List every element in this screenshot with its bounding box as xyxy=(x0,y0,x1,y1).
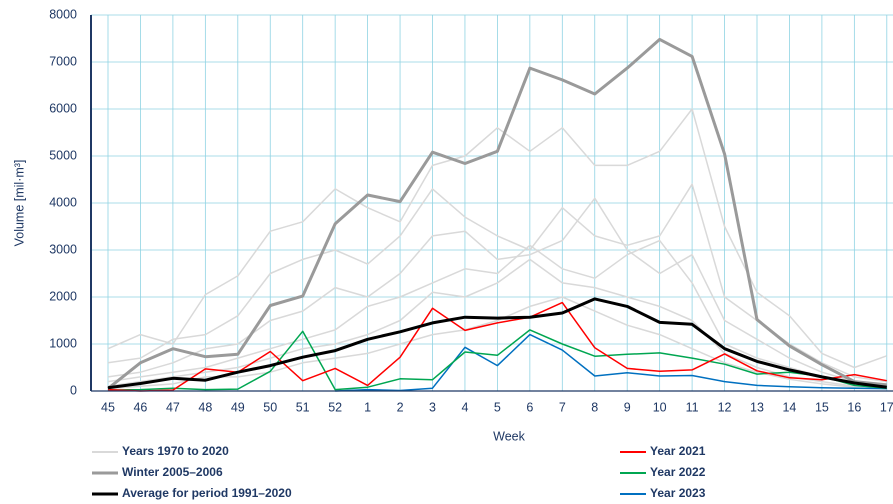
y-tick-label: 4000 xyxy=(49,195,77,209)
x-axis-title: Week xyxy=(493,429,525,443)
y-tick-label: 3000 xyxy=(49,242,77,256)
legend-label: Average for period 1991–2020 xyxy=(122,486,292,500)
background-line xyxy=(107,239,887,388)
x-tick-label: 50 xyxy=(263,400,277,414)
x-tick-label: 17 xyxy=(880,400,893,414)
x-tick-label: 10 xyxy=(653,400,667,414)
background-line xyxy=(107,197,887,385)
x-tick-label: 12 xyxy=(718,400,732,414)
background-line xyxy=(107,258,887,388)
x-tick-label: 4 xyxy=(461,400,468,414)
y-tick-label: 0 xyxy=(70,383,77,397)
y-tick-label: 2000 xyxy=(49,289,77,303)
x-tick-label: 3 xyxy=(429,400,436,414)
x-tick-label: 6 xyxy=(526,400,533,414)
y-tick-label: 6000 xyxy=(49,101,77,115)
x-tick-label: 11 xyxy=(686,400,699,414)
background-line xyxy=(107,108,888,369)
y-tick-label: 5000 xyxy=(49,148,77,162)
x-tick-label: 16 xyxy=(847,400,861,414)
series-line xyxy=(107,329,887,391)
background-line xyxy=(107,296,887,390)
x-tick-label: 14 xyxy=(782,400,796,414)
x-tick-label: 45 xyxy=(101,400,115,414)
legend-label: Year 2021 xyxy=(650,444,706,458)
y-axis-title: Volume [mil·m³] xyxy=(12,160,26,247)
x-tick-label: 1 xyxy=(364,400,371,414)
x-tick-label: 49 xyxy=(231,400,245,414)
x-tick-label: 13 xyxy=(750,400,764,414)
y-tick-label: 7000 xyxy=(49,54,77,68)
x-tick-label: 8 xyxy=(591,400,598,414)
x-tick-label: 52 xyxy=(328,400,342,414)
x-tick-label: 15 xyxy=(815,400,829,414)
legend-label: Year 2022 xyxy=(650,465,706,479)
series-line xyxy=(107,297,887,390)
x-tick-label: 5 xyxy=(494,400,501,414)
x-tick-label: 2 xyxy=(397,400,404,414)
x-tick-label: 9 xyxy=(624,400,631,414)
legend: Years 1970 to 2020 Winter 2005–2006 Averag… xyxy=(92,444,706,500)
grid xyxy=(91,14,893,392)
legend-label: Years 1970 to 2020 xyxy=(122,444,229,458)
legend-label: Year 2023 xyxy=(650,486,706,500)
x-tick-label: 48 xyxy=(198,400,212,414)
y-tick-label: 1000 xyxy=(49,336,77,350)
x-tick-label: 47 xyxy=(166,400,180,414)
y-tick-label: 8000 xyxy=(49,7,77,21)
series-line xyxy=(335,333,887,392)
x-tick-label: 46 xyxy=(133,400,147,414)
x-tick-label: 51 xyxy=(296,400,310,414)
legend-label: Winter 2005–2006 xyxy=(122,465,223,479)
series-line xyxy=(107,37,887,390)
x-tick-label: 7 xyxy=(559,400,566,414)
